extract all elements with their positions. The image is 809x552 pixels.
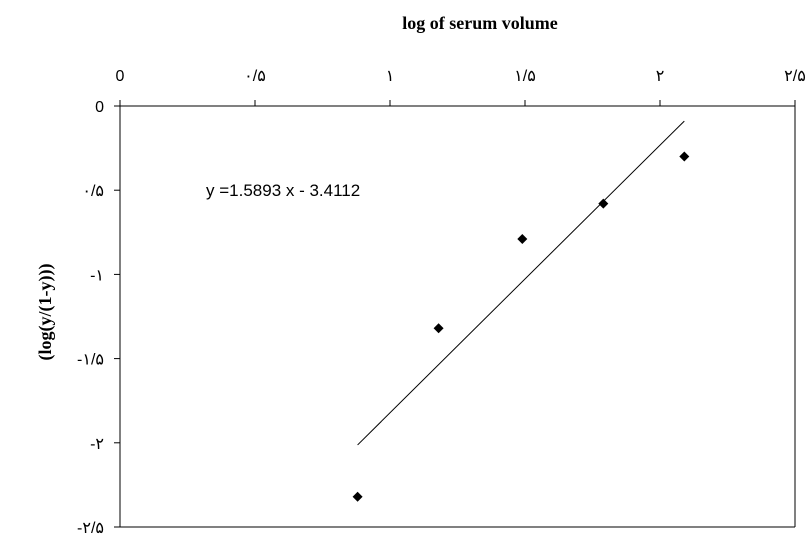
x-tick-label: ۲/۵: [784, 68, 806, 85]
data-point: [352, 491, 363, 502]
x-tick-label: ۰/۵: [244, 68, 266, 85]
equation-label: y =1.5893 x - 3.4112: [206, 181, 360, 200]
x-tick-label: ۱: [386, 68, 395, 85]
x-tick-label: 0: [116, 68, 125, 85]
y-tick-label: ۰/۵: [82, 183, 104, 200]
x-tick-label: ۲: [656, 68, 665, 85]
tick-labels: 0 ۰/۵ ۱ ۱/۵ ۲ ۲/۵ 0 ۰/۵ -۱ -۱/۵ -۲ -۲/۵: [77, 68, 806, 537]
y-tick-label: -۲/۵: [77, 520, 104, 537]
axes: [114, 100, 796, 528]
data-point: [598, 198, 609, 209]
x-axis-title: log of serum volume: [402, 13, 557, 33]
y-tick-label: -۱: [90, 267, 104, 284]
trendline: [357, 120, 685, 446]
data-point: [679, 151, 690, 162]
y-axis-title: (log(y/(1-y))): [35, 264, 56, 361]
y-tick-label: 0: [95, 99, 104, 116]
y-tick-label: -۱/۵: [77, 352, 104, 369]
y-tick-label: -۲: [90, 436, 104, 453]
x-tick-label: ۱/۵: [514, 68, 536, 85]
data-point: [433, 323, 444, 334]
data-point: [517, 234, 528, 245]
data-points: [352, 151, 690, 502]
trendline-group: [357, 120, 685, 446]
